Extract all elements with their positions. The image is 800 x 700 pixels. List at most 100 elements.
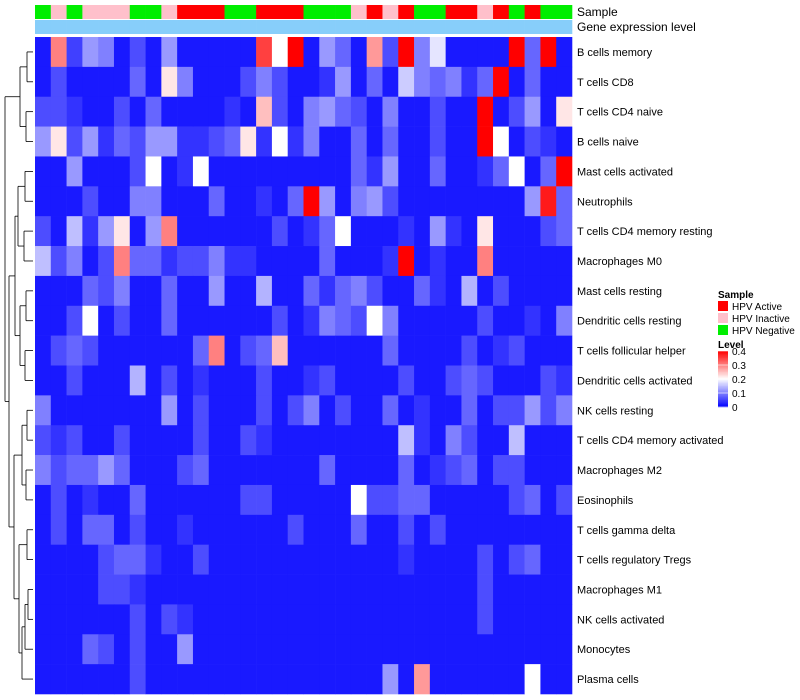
heatmap-cell xyxy=(35,216,52,247)
heatmap-cell xyxy=(445,664,462,695)
heatmap-cell xyxy=(382,37,399,68)
heatmap-cell xyxy=(66,514,83,545)
sample-annotation-cell xyxy=(113,5,131,19)
heatmap-cell xyxy=(524,216,541,247)
heatmap-cell xyxy=(414,126,431,157)
heatmap-cell xyxy=(161,216,178,247)
heatmap-cell xyxy=(335,484,352,516)
heatmap-cell xyxy=(335,305,352,336)
heatmap-cell xyxy=(366,156,383,187)
heatmap-cell xyxy=(493,186,510,217)
heatmap-cell xyxy=(208,664,225,695)
heatmap-cell xyxy=(493,275,510,307)
heatmap-cell xyxy=(192,156,210,187)
heatmap-cell xyxy=(445,634,462,665)
heatmap-cell xyxy=(350,455,367,486)
heatmap-cell xyxy=(524,664,541,695)
heatmap-cell xyxy=(366,66,383,98)
heatmap-cell xyxy=(303,634,320,665)
heatmap-cell xyxy=(477,275,494,307)
heatmap-cell xyxy=(240,126,257,157)
heatmap-cell xyxy=(256,246,273,277)
heatmap-cell xyxy=(98,484,115,516)
heatmap-cell xyxy=(82,275,99,307)
heatmap-cell xyxy=(224,186,241,217)
heatmap-cell xyxy=(524,455,541,486)
heatmap-cell xyxy=(493,126,510,157)
sample-annotation-cell xyxy=(145,5,162,19)
heatmap-cell xyxy=(477,126,494,157)
colorbar-segment xyxy=(718,377,728,380)
heatmap-cell xyxy=(66,37,83,68)
heatmap-cell xyxy=(556,634,573,665)
heatmap-cell xyxy=(382,186,399,217)
heatmap-cell xyxy=(192,246,210,277)
heatmap-cell xyxy=(145,604,162,635)
heatmap-cell xyxy=(145,425,162,456)
heatmap-cell xyxy=(82,126,99,157)
heatmap-cell xyxy=(350,664,367,695)
heatmap-cell xyxy=(540,395,557,426)
heatmap-cell xyxy=(508,96,525,127)
heatmap-cell xyxy=(113,37,131,68)
heatmap-cell xyxy=(192,484,210,516)
heatmap-cell xyxy=(145,305,162,336)
heatmap-cell xyxy=(208,544,225,575)
heatmap-cell xyxy=(66,365,83,396)
heatmap-cell xyxy=(524,126,541,157)
heatmap-cell xyxy=(556,186,573,217)
heatmap-cell xyxy=(414,425,431,456)
heatmap-cell xyxy=(414,455,431,486)
heatmap-cell xyxy=(35,425,52,456)
heatmap-cell xyxy=(145,156,162,187)
heatmap-cell xyxy=(350,365,367,396)
heatmap-cell xyxy=(256,335,273,366)
heatmap-cell xyxy=(461,126,478,157)
heatmap-cell xyxy=(177,335,194,366)
heatmap-cell xyxy=(445,544,462,575)
heatmap-cell xyxy=(414,156,431,187)
expression-annotation-cell xyxy=(477,20,494,34)
heatmap-cell xyxy=(350,574,367,605)
heatmap-cell xyxy=(113,634,131,665)
heatmap-cell xyxy=(303,604,320,635)
heatmap-cell xyxy=(493,484,510,516)
expression-annotation-cell xyxy=(414,20,431,34)
row-label: Macrophages M2 xyxy=(577,465,662,477)
heatmap-cell xyxy=(382,275,399,307)
colorbar-tick-label: 0.2 xyxy=(732,375,746,386)
row-label: Neutrophils xyxy=(577,196,633,208)
sample-annotation-cell xyxy=(335,5,352,19)
heatmap-cell xyxy=(319,216,336,247)
sample-annotation-cell xyxy=(240,5,257,19)
heatmap-cell xyxy=(192,604,210,635)
heatmap-cell xyxy=(161,455,178,486)
heatmap-cell xyxy=(35,335,52,366)
colorbar-segment xyxy=(718,394,728,397)
heatmap-cell xyxy=(113,514,131,545)
heatmap-cell xyxy=(382,365,399,396)
colorbar-segment xyxy=(718,390,728,392)
sample-annotation-cell xyxy=(256,5,273,19)
heatmap-cell xyxy=(477,395,494,426)
expression-annotation-cell xyxy=(240,20,257,34)
heatmap-cell xyxy=(256,275,273,307)
heatmap-cell xyxy=(493,66,510,98)
heatmap-cell xyxy=(129,156,146,187)
colorbar-segment xyxy=(718,373,728,376)
heatmap-cell xyxy=(161,66,178,98)
heatmap-cell xyxy=(192,96,210,127)
heatmap-cell xyxy=(240,335,257,366)
heatmap-cell xyxy=(177,484,194,516)
heatmap-cell xyxy=(224,305,241,336)
heatmap-cell xyxy=(524,395,541,426)
heatmap-cell xyxy=(335,335,352,366)
heatmap-cell xyxy=(445,455,462,486)
heatmap-cell xyxy=(113,604,131,635)
heatmap-cell xyxy=(113,664,131,695)
heatmap-cell xyxy=(271,544,289,575)
row-label: Dendritic cells activated xyxy=(577,375,693,387)
heatmap-cell xyxy=(192,37,210,68)
heatmap-cell xyxy=(50,186,67,217)
heatmap-cell xyxy=(429,634,446,665)
